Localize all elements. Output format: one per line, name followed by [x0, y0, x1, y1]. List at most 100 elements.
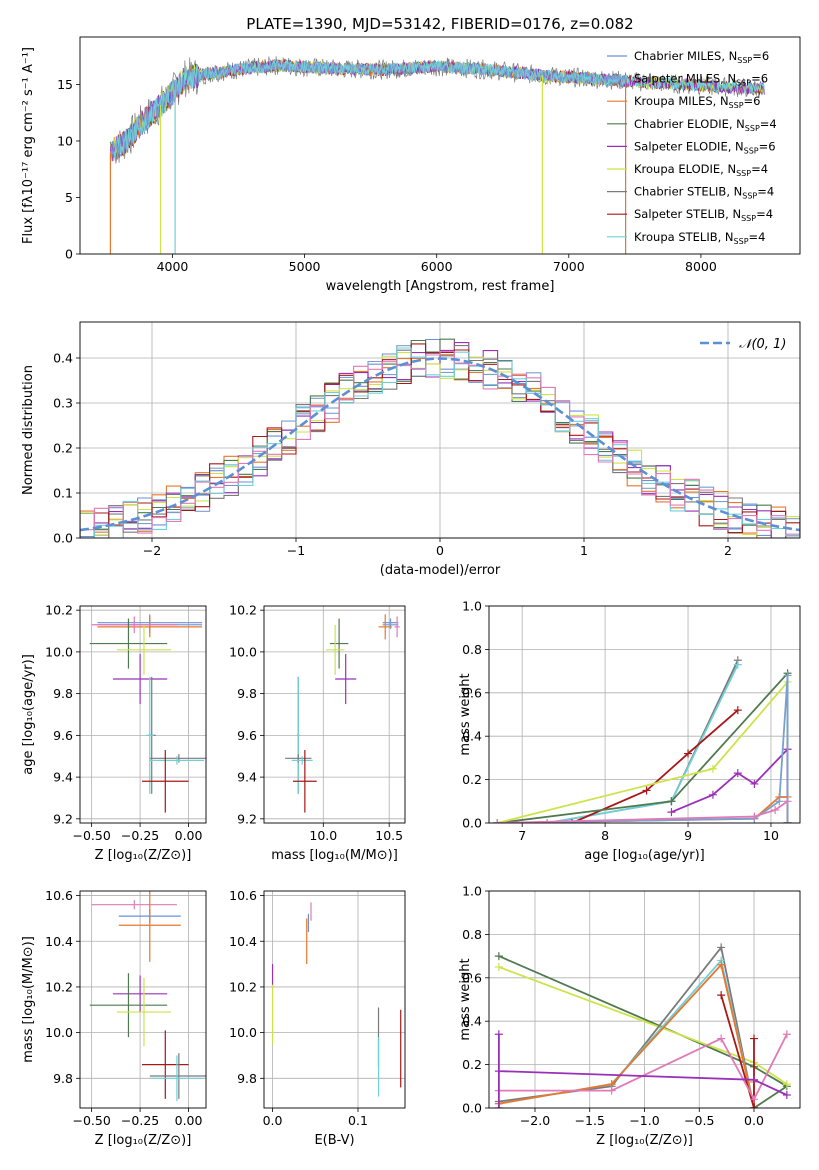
series-line-kroupa_miles	[498, 962, 755, 1108]
x-axis-label: (data-model)/error	[380, 563, 501, 578]
y-tick-label: 10.2	[229, 979, 257, 994]
y-tick-label: 10.4	[229, 934, 257, 949]
series-marker	[708, 764, 717, 773]
series-marker	[750, 812, 759, 821]
legend-label: Kroupa ELODIE, NSSP=4	[634, 162, 768, 178]
plot-frame	[263, 890, 406, 1109]
x-tick-label: −1.5	[575, 1113, 605, 1128]
series-marker	[684, 749, 693, 758]
series-marker	[717, 1034, 726, 1043]
x-axis-label: age [log₁₀(age/yr)]	[584, 848, 705, 863]
x-tick-label: −0.5	[684, 1113, 714, 1128]
series-marker	[494, 1030, 503, 1039]
x-tick-label: 0.00	[175, 828, 203, 843]
series-marker	[733, 769, 742, 778]
legend-label: 𝒩(0, 1)	[739, 337, 786, 352]
y-tick-label: 9.8	[237, 686, 257, 701]
x-tick-label: −0.25	[121, 1113, 159, 1128]
x-tick-label: 2	[724, 543, 732, 558]
series-marker	[782, 1080, 791, 1089]
series-marker	[750, 779, 759, 788]
y-tick-label: 0.6	[462, 685, 482, 700]
legend-label: Chabrier MILES, NSSP=6	[634, 49, 769, 65]
series-marker	[667, 808, 676, 817]
panel-spectrum: 4000 5000 6000 7000 8000 0 5 10 15 wavelength [An…	[21, 47, 765, 294]
panel-massweight_vs_Z: −2.0 −1.5 −1.0 −0.5 0.0 0.0 0.2 0.4 0.6 0.8 1.0 Z […	[458, 884, 800, 1148]
series-line-chabrier_stelib	[546, 659, 739, 823]
series-line-salpeter_stelib	[720, 994, 755, 1108]
y-axis-label: age [log₁₀(age/yr)]	[21, 654, 36, 775]
y-tick-label: 0.8	[462, 642, 482, 657]
y-tick-label: 0.4	[462, 729, 482, 744]
x-tick-label: 0.00	[175, 1113, 203, 1128]
legend-label: Chabrier ELODIE, NSSP=4	[634, 117, 777, 133]
legend-label: Salpeter ELODIE, NSSP=6	[634, 139, 776, 155]
gaussian-curve	[79, 357, 801, 532]
y-tick-label: 10.0	[45, 1025, 73, 1040]
x-axis-label: mass [log₁₀(M/M⊙)]	[271, 848, 398, 863]
y-tick-label: 15	[57, 77, 73, 92]
y-tick-label: 1.0	[462, 884, 482, 899]
series-marker	[750, 1095, 759, 1104]
series-marker	[717, 943, 726, 952]
panel-residuals: −2 −1 0 1 2 0.0 0.1 0.2 0.3 0.4 (data-model)/error…	[21, 322, 801, 578]
y-tick-label: 10.0	[45, 644, 73, 659]
y-tick-label: 0.2	[462, 772, 482, 787]
y-axis-label: mass [log₁₀(M/M⊙)]	[21, 936, 36, 1063]
y-axis-label: mass weight	[458, 673, 473, 755]
x-tick-label: 10	[763, 828, 779, 843]
series-line-kroupa_stelib	[546, 664, 739, 823]
panel-massweight_vs_age: 7 8 9 10 0.0 0.2 0.4 0.6 0.8 1.0 age [log₁₀(age/yr…	[458, 599, 800, 863]
y-tick-label: 9.6	[53, 728, 73, 743]
series-marker	[494, 962, 503, 971]
x-tick-label: −1	[287, 543, 305, 558]
x-axis-label: E(B-V)	[314, 1133, 354, 1148]
plot-frame	[263, 605, 406, 824]
x-tick-label: 7000	[553, 259, 585, 274]
y-tick-label: 0.4	[462, 1014, 482, 1029]
histogram-salpeter_stelib	[80, 343, 800, 538]
series-line-salpeter_stelib	[571, 709, 739, 823]
series-marker	[733, 706, 742, 715]
legend-label: Kroupa MILES, NSSP=6	[634, 94, 760, 110]
x-tick-label: 0.0	[263, 1113, 283, 1128]
panel-mass_vs_ebv: 0.0 0.1 9.8 10.0 10.2 10.4 10.6 E(B-V)	[229, 888, 405, 1148]
legend: Chabrier MILES, NSSP=6 Salpeter MILES, NS…	[607, 49, 777, 246]
x-tick-label: 8000	[685, 259, 717, 274]
series-line-chabrier_elodie	[497, 670, 789, 823]
y-tick-label: 9.2	[53, 811, 73, 826]
y-tick-label: 10.0	[229, 644, 257, 659]
x-tick-label: 4000	[157, 259, 189, 274]
x-tick-label: −0.50	[72, 828, 110, 843]
y-tick-label: 0.2	[462, 1057, 482, 1072]
x-tick-label: 7	[518, 828, 526, 843]
y-tick-label: 0.3	[53, 396, 73, 411]
spectrum-line-kroupa_stelib	[113, 58, 765, 161]
y-tick-label: 1.0	[462, 599, 482, 614]
series-marker	[750, 1034, 759, 1043]
x-tick-label: −0.50	[72, 1113, 110, 1128]
x-tick-label: 0.0	[744, 1113, 764, 1128]
x-tick-label: 0	[436, 543, 444, 558]
plot-frame	[79, 890, 207, 1109]
y-tick-label: 5	[65, 190, 73, 205]
y-tick-label: 10.2	[45, 603, 73, 618]
plot-frame	[79, 321, 801, 539]
y-tick-label: 10.2	[229, 603, 257, 618]
x-tick-label: 0.1	[348, 1113, 368, 1128]
series-marker	[607, 1086, 616, 1095]
series-marker	[782, 1090, 791, 1099]
legend: 𝒩(0, 1)	[700, 337, 786, 352]
plot-frame	[488, 605, 801, 824]
series-line-kroupa_elodie	[497, 681, 789, 823]
series-marker	[708, 790, 717, 799]
y-tick-label: 9.4	[237, 770, 257, 785]
y-tick-label: 9.8	[53, 1071, 73, 1086]
series-marker	[494, 952, 503, 961]
y-axis-label: mass weight	[458, 958, 473, 1040]
series-marker	[543, 819, 552, 823]
legend-label: Salpeter STELIB, NSSP=4	[634, 207, 773, 223]
y-tick-label: 0.0	[462, 816, 482, 831]
x-axis-label: Z [log₁₀(Z/Z⊙)]	[95, 848, 192, 863]
